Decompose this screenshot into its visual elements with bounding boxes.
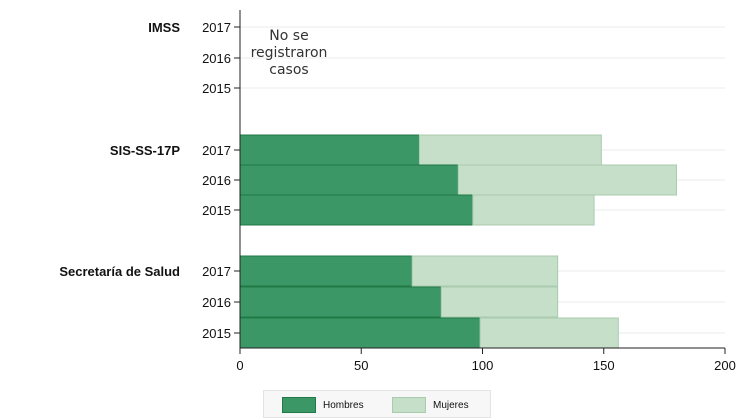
y-tick-label-2-1: 2016 — [202, 295, 231, 310]
bar-mujeres-1-2015 — [472, 194, 595, 226]
bar-mujeres-2-2016 — [440, 286, 559, 318]
x-tick-label-1: 50 — [354, 358, 368, 373]
y-tick-label-2-2: 2015 — [202, 326, 231, 341]
bar-hombres-1-2015 — [239, 194, 474, 226]
legend-swatch-hombres — [282, 397, 316, 413]
legend-item-mujeres: Mujeres — [392, 397, 469, 413]
group-label-1: SIS-SS-17P — [110, 143, 180, 158]
x-tick-label-3: 150 — [593, 358, 615, 373]
bar-mujeres-2-2015 — [479, 317, 619, 349]
y-tick-label-0-2: 2015 — [202, 81, 231, 96]
legend-item-hombres: Hombres — [282, 397, 364, 413]
y-tick-label-0-0: 2017 — [202, 20, 231, 35]
bar-hombres-2-2017 — [239, 255, 413, 287]
bar-hombres-1-2017 — [239, 134, 420, 166]
y-tick-label-1-2: 2015 — [202, 203, 231, 218]
no-cases-note-line-1: registraron — [251, 45, 328, 61]
legend-swatch-mujeres — [392, 397, 426, 413]
y-tick-label-1-0: 2017 — [202, 143, 231, 158]
bar-mujeres-2-2017 — [411, 255, 559, 287]
bar-hombres-2-2016 — [239, 286, 442, 318]
legend-label-hombres: Hombres — [323, 399, 364, 411]
bar-mujeres-1-2016 — [457, 164, 677, 196]
bar-hombres-1-2016 — [239, 164, 459, 196]
x-tick-label-4: 200 — [714, 358, 736, 373]
no-cases-note-line-0: No se — [269, 28, 308, 44]
y-tick-label-0-1: 2016 — [202, 51, 231, 66]
y-tick-label-2-0: 2017 — [202, 264, 231, 279]
group-label-2: Secretaría de Salud — [59, 264, 180, 279]
x-tick-label-2: 100 — [472, 358, 494, 373]
y-tick-label-1-1: 2016 — [202, 173, 231, 188]
x-tick-label-0: 0 — [236, 358, 243, 373]
legend: Hombres Mujeres — [263, 390, 491, 418]
legend-label-mujeres: Mujeres — [433, 399, 469, 411]
bar-hombres-2-2015 — [239, 317, 481, 349]
no-cases-note-line-2: casos — [269, 62, 308, 78]
bar-mujeres-1-2017 — [418, 134, 602, 166]
group-label-0: IMSS — [148, 20, 180, 35]
